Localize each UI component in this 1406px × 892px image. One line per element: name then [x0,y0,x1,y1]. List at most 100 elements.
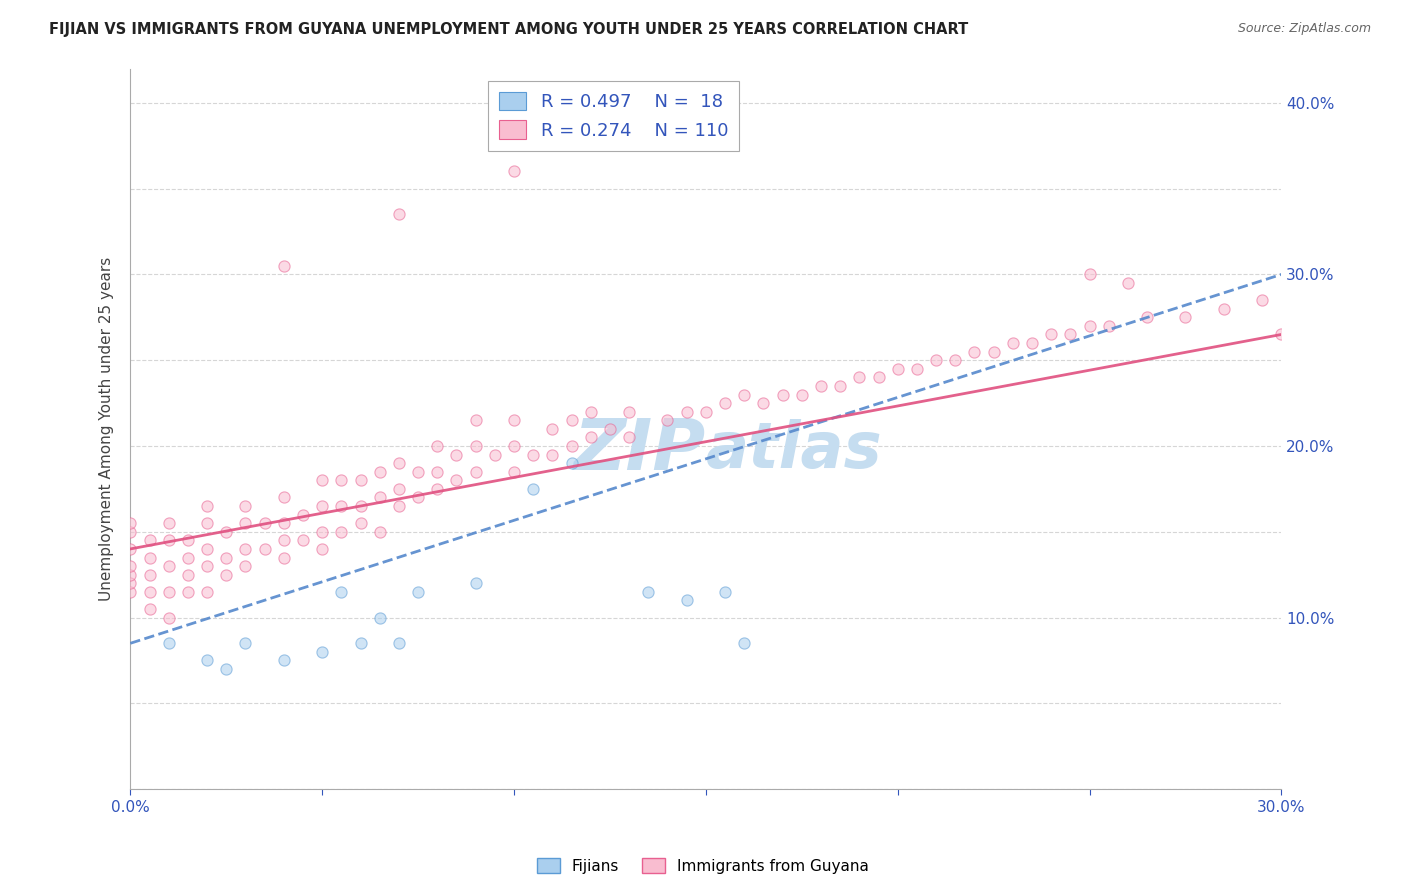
Point [1270,327,1292,342]
Point [273,533,295,548]
Point [349,636,371,650]
Point [368,491,391,505]
Point [120,559,142,574]
Point [157,610,180,624]
Text: Source: ZipAtlas.com: Source: ZipAtlas.com [1237,22,1371,36]
Point [235,559,257,574]
Point [349,499,371,513]
Point [235,541,257,556]
Point [311,645,333,659]
Point [925,353,948,368]
Point [157,559,180,574]
Point [330,473,353,487]
Point [714,396,737,410]
Point [1078,318,1101,333]
Point [120,584,142,599]
Point [599,422,621,436]
Point [464,465,486,479]
Point [406,465,429,479]
Point [561,456,583,470]
Point [291,508,314,522]
Point [446,448,468,462]
Point [886,361,908,376]
Point [195,584,218,599]
Point [810,379,832,393]
Point [195,559,218,574]
Point [235,499,257,513]
Point [157,636,180,650]
Point [963,344,986,359]
Point [830,379,852,393]
Point [733,636,755,650]
Point [368,524,391,539]
Point [426,465,449,479]
Point [177,584,200,599]
Point [291,533,314,548]
Point [215,550,238,565]
Point [714,584,737,599]
Point [1021,336,1043,351]
Point [675,405,697,419]
Point [330,524,353,539]
Point [368,465,391,479]
Text: atlas: atlas [706,419,883,482]
Point [522,448,544,462]
Point [848,370,870,384]
Point [388,456,411,470]
Point [446,473,468,487]
Point [522,482,544,496]
Point [311,524,333,539]
Point [503,465,526,479]
Point [733,387,755,401]
Point [1098,318,1121,333]
Point [541,448,564,462]
Point [464,576,486,591]
Point [273,516,295,531]
Point [311,541,333,556]
Point [1251,293,1274,307]
Point [388,499,411,513]
Point [157,516,180,531]
Point [503,439,526,453]
Point [657,413,679,427]
Point [311,499,333,513]
Point [195,516,218,531]
Point [464,413,486,427]
Point [120,567,142,582]
Point [388,482,411,496]
Point [561,439,583,453]
Point [138,533,160,548]
Point [215,524,238,539]
Point [177,567,200,582]
Point [503,413,526,427]
Point [273,259,295,273]
Point [943,353,966,368]
Point [253,516,276,531]
Point [1174,310,1197,325]
Point [503,164,526,178]
Point [752,396,775,410]
Point [388,207,411,221]
Point [195,499,218,513]
Point [195,541,218,556]
Point [120,576,142,591]
Point [349,516,371,531]
Point [253,541,276,556]
Point [772,387,794,401]
Point [1078,268,1101,282]
Point [426,482,449,496]
Point [120,524,142,539]
Point [177,533,200,548]
Point [675,593,697,607]
Point [617,405,640,419]
Legend: Fijians, Immigrants from Guyana: Fijians, Immigrants from Guyana [530,852,876,880]
Point [868,370,890,384]
Point [406,584,429,599]
Point [617,430,640,444]
Point [120,516,142,531]
Point [195,653,218,667]
Point [215,662,238,676]
Point [138,550,160,565]
Point [368,610,391,624]
Point [235,516,257,531]
